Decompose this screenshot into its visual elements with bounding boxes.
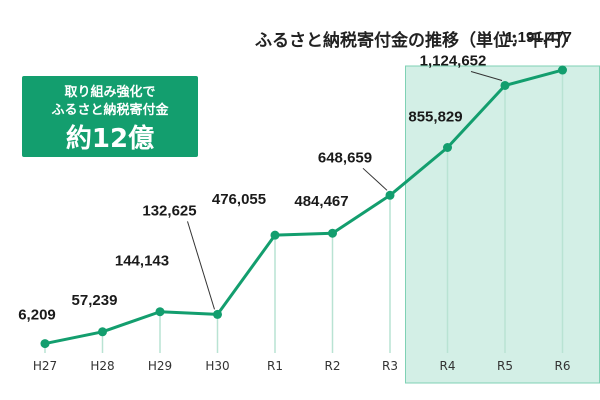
leader-line-r3 — [362, 167, 388, 191]
data-label-h28: 57,239 — [72, 292, 118, 309]
badge-line-3: 約12億 — [66, 123, 154, 154]
badge-line-1: 取り組み強化で — [64, 84, 155, 100]
data-label-r2: 484,467 — [294, 193, 348, 210]
data-point-r6 — [558, 65, 567, 75]
data-point-r4 — [443, 143, 452, 153]
x-tick-r5: R5 — [497, 359, 513, 373]
data-label-h27: 6,209 — [18, 307, 56, 324]
data-point-h30 — [213, 309, 222, 319]
data-label-r1: 476,055 — [212, 191, 266, 208]
data-label-h29: 144,143 — [115, 253, 169, 270]
data-point-h27 — [40, 339, 50, 349]
badge: 取り組み強化で ふるさと納税寄付金 約12億 — [22, 76, 198, 157]
x-axis-ticks: H27 H28 H29 H30 R1 R2 R3 R4 R5 R6 — [33, 359, 571, 373]
data-point-h28 — [98, 327, 107, 337]
data-label-r5: 1,124,652 — [420, 52, 487, 69]
data-label-h30: 132,625 — [142, 202, 196, 219]
data-points — [40, 65, 567, 349]
x-tick-h27: H27 — [33, 359, 57, 373]
data-label-r4: 855,829 — [408, 109, 462, 126]
data-label-r6: 1,191,477 — [505, 29, 572, 46]
leader-line-h30 — [187, 221, 215, 310]
data-point-h29 — [155, 307, 165, 317]
x-tick-r1: R1 — [267, 359, 283, 373]
data-point-r5 — [500, 80, 510, 90]
x-tick-r4: R4 — [440, 359, 456, 373]
x-tick-h28: H28 — [90, 359, 114, 373]
badge-background — [22, 76, 198, 157]
highlight-band — [405, 65, 600, 384]
data-point-r2 — [328, 228, 337, 238]
x-tick-h29: H29 — [148, 359, 172, 373]
data-point-r3 — [385, 190, 395, 200]
leader-line-r5 — [470, 70, 503, 81]
chart-title: ふるさと納税寄付金の推移（単位：千円） — [255, 30, 578, 51]
vertical-guide-lines — [44, 70, 564, 353]
x-tick-r6: R6 — [555, 359, 571, 373]
badge-line-2: ふるさと納税寄付金 — [51, 102, 169, 118]
x-tick-h30: H30 — [205, 359, 229, 373]
x-tick-r3: R3 — [382, 359, 398, 373]
label-leader-lines — [187, 70, 503, 310]
data-point-r1 — [270, 230, 280, 240]
data-labels: 6,209 57,239 144,143 132,625 476,055 484,467 6… — [18, 29, 572, 324]
series-line — [43, 68, 564, 346]
x-tick-r2: R2 — [325, 359, 341, 373]
data-label-r3: 648,659 — [318, 149, 372, 166]
